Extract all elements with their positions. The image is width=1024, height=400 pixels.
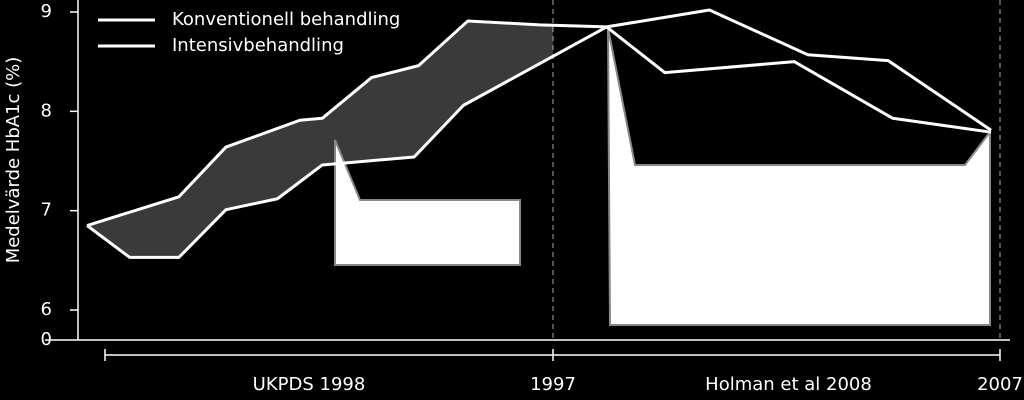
- y-tick-label: 6: [41, 299, 52, 320]
- y-tick-label: 7: [41, 200, 52, 221]
- series-line: [86, 8, 992, 259]
- x-tick-label: 2007: [977, 374, 1023, 395]
- series-line: [86, 19, 992, 227]
- period-label: Holman et al 2008: [705, 374, 872, 395]
- shade-group: [87, 20, 553, 258]
- legend-label: Konventionell behandling: [172, 9, 400, 30]
- legend-label: Intensivbehandling: [172, 35, 344, 56]
- callout-box: [334, 139, 521, 266]
- y-tick-label: 0: [41, 329, 52, 350]
- period-label: UKPDS 1998: [253, 374, 366, 395]
- x-tick-label: 1997: [530, 374, 576, 395]
- gap-area: [87, 20, 553, 258]
- y-tick-label: 8: [41, 100, 52, 121]
- y-tick-label: 9: [41, 1, 52, 22]
- y-axis-label: Medelvärde HbA1c (%): [3, 57, 24, 264]
